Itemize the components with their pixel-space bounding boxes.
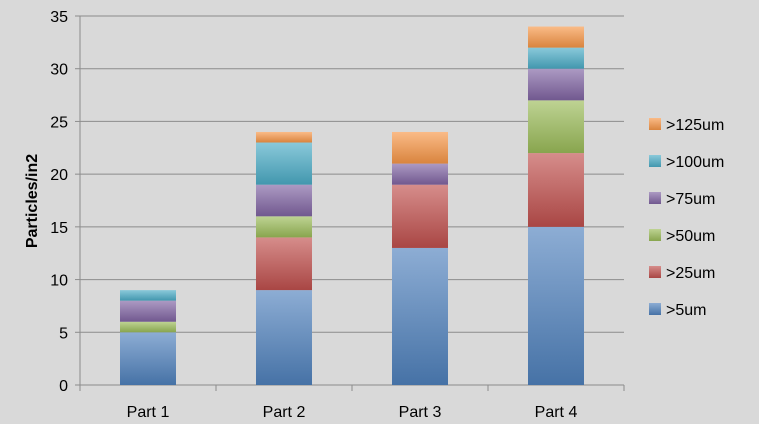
legend-label: >75um bbox=[666, 191, 715, 208]
bar-segment bbox=[256, 142, 312, 185]
x-tick-label: Part 1 bbox=[127, 404, 170, 421]
bar-segment bbox=[392, 247, 448, 385]
bar-segment bbox=[120, 332, 176, 385]
legend-swatch bbox=[649, 118, 661, 130]
bar-segment bbox=[256, 131, 312, 143]
bar-segment bbox=[528, 153, 584, 227]
y-tick-label: 25 bbox=[50, 114, 68, 131]
bar-segment bbox=[528, 100, 584, 154]
legend-swatch bbox=[649, 155, 661, 167]
legend-item: >125um bbox=[649, 117, 724, 134]
y-tick-label: 0 bbox=[59, 378, 68, 395]
legend-item: >25um bbox=[649, 265, 715, 282]
bar-segment bbox=[528, 68, 584, 101]
y-tick-label: 20 bbox=[50, 167, 68, 184]
x-tick-label: Part 3 bbox=[399, 404, 442, 421]
bar-segment bbox=[120, 290, 176, 301]
bar-segment bbox=[256, 184, 312, 217]
y-tick-label: 15 bbox=[50, 220, 68, 237]
y-tick-labels: 0 5 10 15 20 25 30 35 bbox=[50, 9, 68, 395]
legend-label: >125um bbox=[666, 117, 724, 134]
legend: >125um >100um >75um >50um >25um >5um bbox=[649, 117, 724, 319]
bar-segment bbox=[392, 184, 448, 248]
legend-label: >50um bbox=[666, 228, 715, 245]
legend-label: >100um bbox=[666, 154, 724, 171]
bar-segment bbox=[256, 216, 312, 238]
bar-segment bbox=[256, 237, 312, 291]
y-tick-label: 10 bbox=[50, 273, 68, 290]
bar-segment bbox=[120, 321, 176, 333]
bar-segment bbox=[120, 300, 176, 322]
x-tick-label: Part 4 bbox=[535, 404, 578, 421]
y-axis-title: Particles/in2 bbox=[24, 154, 41, 248]
legend-swatch bbox=[649, 266, 661, 278]
legend-item: >100um bbox=[649, 154, 724, 171]
bar-segment bbox=[392, 163, 448, 185]
legend-label: >25um bbox=[666, 265, 715, 282]
bar-segment bbox=[528, 47, 584, 69]
bar-segment bbox=[392, 131, 448, 164]
bar-segment bbox=[528, 26, 584, 48]
legend-item: >75um bbox=[649, 191, 715, 208]
legend-label: >5um bbox=[666, 302, 706, 319]
x-tick-label: Part 2 bbox=[263, 404, 306, 421]
bars bbox=[120, 26, 584, 385]
bar-segment bbox=[528, 226, 584, 385]
y-tick-label: 35 bbox=[50, 9, 68, 26]
legend-item: >5um bbox=[649, 302, 706, 319]
legend-swatch bbox=[649, 303, 661, 315]
legend-swatch bbox=[649, 229, 661, 241]
y-tick-label: 5 bbox=[59, 325, 68, 342]
bar-segment bbox=[256, 290, 312, 385]
y-tick-label: 30 bbox=[50, 62, 68, 79]
x-tick-labels: Part 1 Part 2 Part 3 Part 4 bbox=[127, 404, 578, 421]
legend-swatch bbox=[649, 192, 661, 204]
legend-item: >50um bbox=[649, 228, 715, 245]
